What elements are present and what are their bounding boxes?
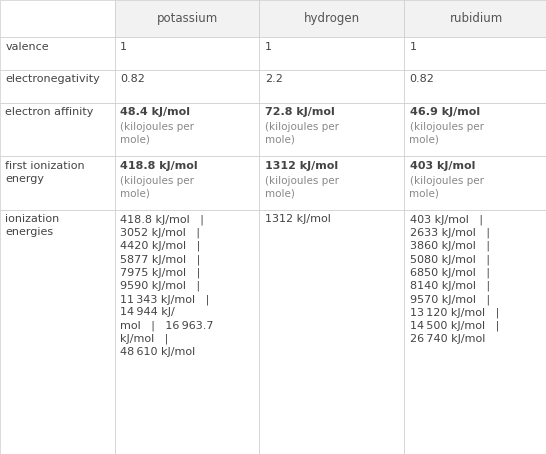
Bar [259, 70, 404, 103]
Text: 403 kJ/mol: 403 kJ/mol [410, 161, 475, 171]
Bar [115, 103, 259, 156]
Text: (kilojoules per
mole): (kilojoules per mole) [265, 176, 339, 198]
Bar [0, 0, 115, 37]
Text: rubidium: rubidium [450, 12, 503, 25]
Bar [259, 156, 404, 210]
Text: 0.82: 0.82 [410, 74, 435, 84]
Text: (kilojoules per
mole): (kilojoules per mole) [410, 122, 484, 145]
Text: 1: 1 [265, 42, 272, 52]
Bar [259, 103, 404, 156]
Text: 418.8 kJ/mol   |
3052 kJ/mol   |
4420 kJ/mol   |
5877 kJ/mol   |
7975 kJ/mol   |: 418.8 kJ/mol | 3052 kJ/mol | 4420 kJ/mol… [120, 214, 213, 357]
Text: 1312 kJ/mol: 1312 kJ/mol [265, 214, 331, 224]
Text: (kilojoules per
mole): (kilojoules per mole) [265, 122, 339, 145]
Text: hydrogen: hydrogen [304, 12, 360, 25]
Text: 1: 1 [120, 42, 127, 52]
Bar [404, 70, 546, 103]
Bar [404, 210, 546, 454]
Bar [115, 0, 259, 37]
Text: ionization
energies: ionization energies [5, 214, 60, 237]
Text: (kilojoules per
mole): (kilojoules per mole) [410, 176, 484, 198]
Bar [0, 37, 115, 70]
Bar [0, 103, 115, 156]
Text: 1: 1 [410, 42, 417, 52]
Bar [115, 70, 259, 103]
Text: 418.8 kJ/mol: 418.8 kJ/mol [120, 161, 198, 171]
Bar [259, 0, 404, 37]
Text: electron affinity: electron affinity [5, 107, 94, 117]
Text: (kilojoules per
mole): (kilojoules per mole) [120, 176, 194, 198]
Text: 72.8 kJ/mol: 72.8 kJ/mol [265, 107, 335, 117]
Bar [404, 103, 546, 156]
Text: 403 kJ/mol   |
2633 kJ/mol   |
3860 kJ/mol   |
5080 kJ/mol   |
6850 kJ/mol   |
8: 403 kJ/mol | 2633 kJ/mol | 3860 kJ/mol |… [410, 214, 498, 344]
Text: electronegativity: electronegativity [5, 74, 100, 84]
Text: 48.4 kJ/mol: 48.4 kJ/mol [120, 107, 190, 117]
Bar [259, 210, 404, 454]
Text: first ionization
energy: first ionization energy [5, 161, 85, 184]
Text: 46.9 kJ/mol: 46.9 kJ/mol [410, 107, 479, 117]
Text: 0.82: 0.82 [120, 74, 145, 84]
Bar [0, 156, 115, 210]
Bar [115, 156, 259, 210]
Text: valence: valence [5, 42, 49, 52]
Bar [404, 156, 546, 210]
Bar [404, 0, 546, 37]
Bar [115, 37, 259, 70]
Bar [0, 70, 115, 103]
Bar [115, 210, 259, 454]
Text: potassium: potassium [156, 12, 218, 25]
Text: 2.2: 2.2 [265, 74, 283, 84]
Bar [404, 37, 546, 70]
Bar [0, 210, 115, 454]
Text: 1312 kJ/mol: 1312 kJ/mol [265, 161, 338, 171]
Text: (kilojoules per
mole): (kilojoules per mole) [120, 122, 194, 145]
Bar [259, 37, 404, 70]
